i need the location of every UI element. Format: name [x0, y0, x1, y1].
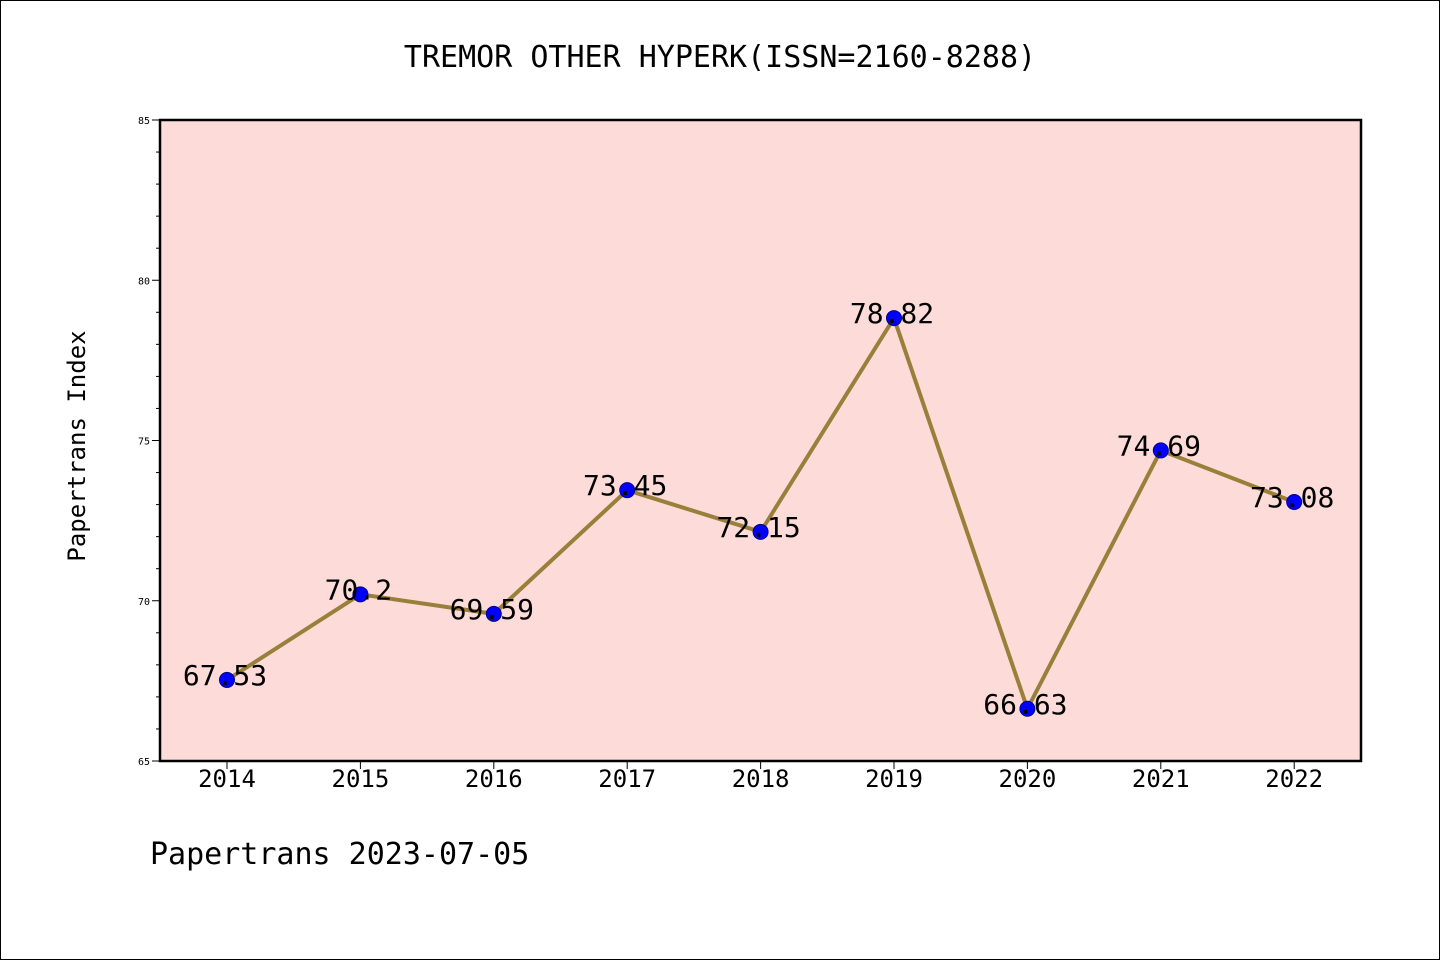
plot-area — [158, 118, 1363, 763]
y-tick-label: 75 — [138, 437, 150, 448]
footer-text: Papertrans 2023-07-05 — [150, 837, 529, 872]
x-tick-label: 2015 — [332, 765, 390, 793]
chart-title: TREMOR OTHER HYPERK(ISSN=2160-8288) — [404, 40, 1036, 75]
y-tick-label: 80 — [138, 276, 150, 287]
x-tick-label: 2019 — [865, 765, 923, 793]
x-tick-label: 2020 — [999, 765, 1057, 793]
data-label: 70.2 — [325, 573, 392, 606]
data-point — [485, 605, 502, 622]
data-point — [619, 482, 636, 499]
data-label: 73.08 — [1250, 481, 1334, 514]
y-tick-label: 70 — [138, 597, 150, 608]
data-point — [1152, 442, 1169, 459]
data-label: 67.53 — [183, 659, 267, 692]
y-tick-label: 85 — [138, 116, 150, 127]
x-tick-label: 2017 — [598, 765, 656, 793]
data-point — [219, 671, 235, 688]
x-axis: 2014 2015 2016 2017 2018 2019 2020 2021 2022 — [198, 761, 1323, 793]
data-point — [1286, 494, 1303, 511]
y-tick-label: 65 — [138, 757, 150, 768]
x-tick-label: 2021 — [1132, 765, 1190, 793]
x-tick-label: 2022 — [1265, 765, 1323, 793]
y-axis: 65 70 75 80 85 — [138, 116, 160, 768]
data-point — [752, 523, 769, 540]
y-axis-label: Papertrans Index — [63, 330, 91, 561]
data-label: 73.45 — [583, 469, 667, 502]
data-point — [352, 586, 369, 603]
data-label: 78.82 — [850, 297, 934, 330]
data-label: 69.59 — [450, 593, 534, 626]
series-layer: 67.53 70.2 69.59 73.45 72.15 78.82 66.63 74.69 7… — [183, 297, 1334, 721]
x-tick-label: 2014 — [198, 765, 256, 793]
data-point — [1019, 700, 1036, 717]
data-label: 66.63 — [983, 688, 1067, 721]
data-label: 72.15 — [716, 511, 800, 544]
x-tick-label: 2016 — [465, 765, 523, 793]
data-point — [886, 310, 902, 327]
x-tick-label: 2018 — [732, 765, 790, 793]
data-label: 74.69 — [1117, 429, 1201, 462]
